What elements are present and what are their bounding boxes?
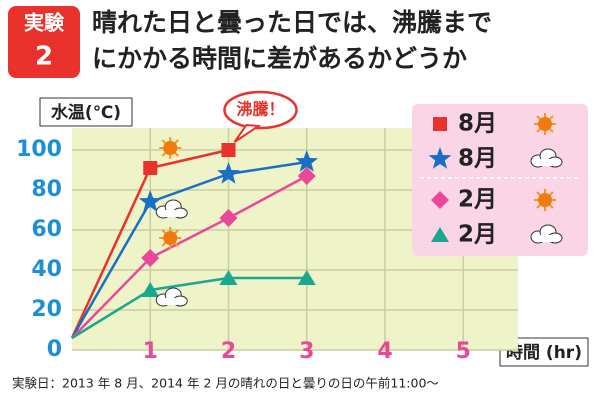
sun-icon	[533, 188, 557, 212]
legend-marker	[431, 227, 449, 242]
marker	[219, 209, 238, 227]
series-line	[70, 160, 307, 339]
legend: 8月 8月 2月 2月	[412, 104, 588, 256]
marker	[141, 282, 160, 297]
marker	[219, 270, 238, 285]
y-tick-label: 40	[31, 257, 62, 282]
badge-number: 2	[35, 42, 53, 72]
sun-icon	[158, 136, 183, 160]
x-tick-label: 1	[143, 339, 158, 364]
marker	[297, 270, 316, 285]
y-axis-label: 水温(℃)	[51, 102, 121, 123]
legend-label: 2月	[458, 222, 497, 248]
sun-icon	[533, 112, 557, 136]
callout	[223, 90, 298, 130]
footnote: 実験日：2013 年 8 月、2014 年 2 月の晴れの日と曇りの日の午前11…	[12, 376, 439, 391]
legend-marker	[431, 191, 449, 209]
x-axis-label: 時間 (hr)	[506, 342, 582, 363]
legend-marker	[433, 117, 447, 131]
series-line	[71, 276, 307, 340]
badge-text: 実験	[24, 11, 65, 35]
sun-icon	[158, 226, 183, 250]
x-tick-label: 4	[377, 339, 392, 364]
marker	[217, 162, 240, 184]
y-tick-label: 80	[31, 177, 62, 202]
y-tick-label: 20	[31, 297, 62, 322]
marker	[143, 161, 158, 175]
marker	[295, 150, 319, 172]
legend-box	[412, 104, 588, 256]
y-tick-label: 100	[16, 137, 62, 162]
badge	[8, 6, 80, 78]
callout-tail	[233, 123, 262, 143]
legend-label: 8月	[458, 146, 497, 172]
x-tick-label: 2	[221, 339, 236, 364]
annotation: 沸騰！	[236, 100, 284, 119]
x-tick-label: 3	[299, 339, 314, 364]
legend-label: 8月	[458, 111, 497, 137]
y-label-box	[39, 97, 133, 127]
marker	[138, 190, 162, 212]
y-tick-label: 0	[47, 337, 62, 362]
marker	[221, 143, 236, 157]
series-line	[71, 174, 308, 339]
y-tick-label: 60	[31, 217, 62, 242]
marker	[297, 167, 316, 185]
x-tick-label: 5	[456, 339, 471, 364]
legend-marker	[428, 147, 452, 169]
title: 晴れた日と曇った日では、沸騰まで	[92, 8, 492, 37]
title: にかかる時間に差があるかどうか	[92, 44, 467, 73]
marker	[141, 249, 160, 267]
legend-label: 2月	[458, 187, 497, 213]
